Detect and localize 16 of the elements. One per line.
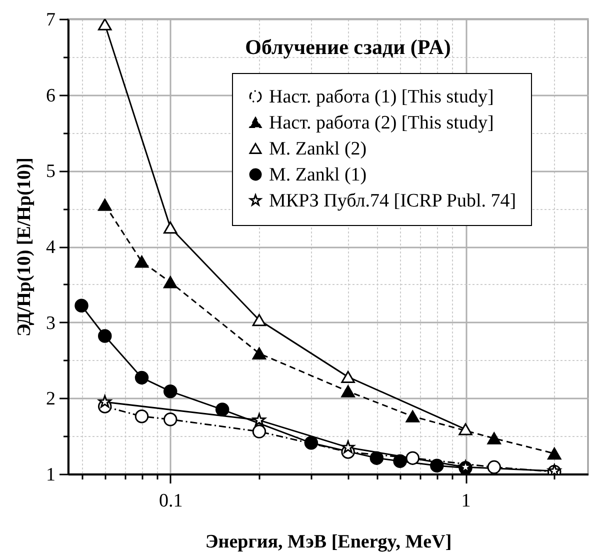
x-tick-label: 0.1 xyxy=(158,490,183,512)
legend-label: МКРЗ Публ.74 [ICRP Publ. 74] xyxy=(269,190,516,212)
y-tick-label: 7 xyxy=(46,10,56,30)
y-tick-label: 2 xyxy=(46,388,56,410)
y-tick-label: 3 xyxy=(46,312,56,334)
legend-label: Наст. работа (2) [This study] xyxy=(269,112,494,134)
y-tick-label: 4 xyxy=(46,237,56,258)
legend-label: Наст. работа (1) [This study] xyxy=(269,86,494,108)
legend-label: M. Zankl (1) xyxy=(269,164,367,186)
x-axis-title: Энергия, МэВ [Energy, MeV] xyxy=(205,532,452,552)
y-tick-label: 1 xyxy=(46,464,56,486)
text: Облучение сзади (PA) xyxy=(245,35,451,59)
legend-label: M. Zankl (2) xyxy=(269,138,367,160)
y-tick-label: 6 xyxy=(46,85,56,106)
y-axis-title: ЭД/Hp(10) [E/Hp(10)] xyxy=(14,158,35,336)
y-tick-label: 5 xyxy=(46,161,56,182)
